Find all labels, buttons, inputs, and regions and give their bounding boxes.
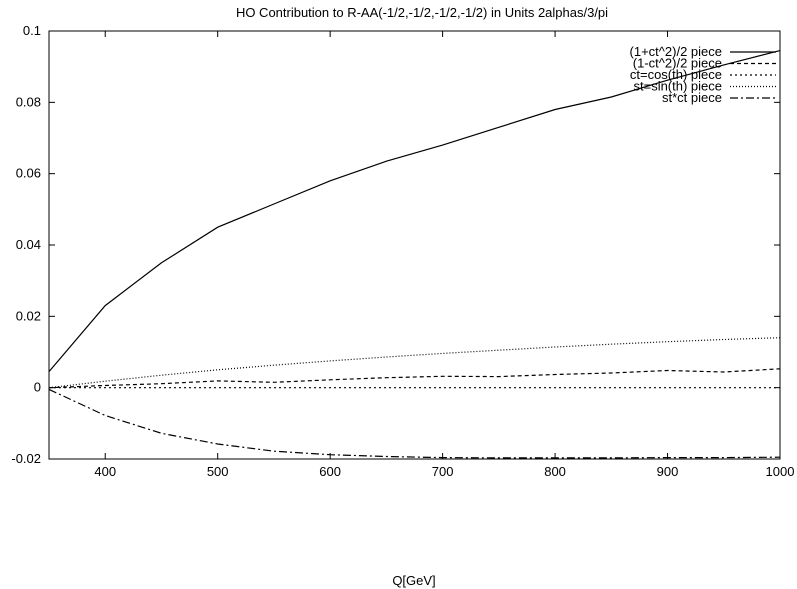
x-tick-label: 600 xyxy=(319,464,341,479)
legend-label: (1-ct^2)/2 piece xyxy=(633,56,722,71)
y-tick-label: 0.04 xyxy=(16,237,41,252)
y-tick-label: 0.02 xyxy=(16,308,41,323)
x-tick-label: 400 xyxy=(94,464,116,479)
series-line-0 xyxy=(48,50,781,372)
y-tick-label: 0 xyxy=(34,380,41,395)
legend-label: st*ct piece xyxy=(662,90,722,105)
legend: (1+ct^2)/2 piece(1-ct^2)/2 piecect=cos(t… xyxy=(630,44,776,105)
y-tick-label: 0.08 xyxy=(16,94,41,109)
series-line-4 xyxy=(48,388,781,459)
axis-ticks: 400 500 600 700 800 900 1000 -0.02 0 0.02 0.04 0.06… xyxy=(11,23,794,479)
y-tick-label: 0.1 xyxy=(23,23,41,38)
x-tick-label: 900 xyxy=(657,464,679,479)
x-tick-label: 700 xyxy=(432,464,454,479)
legend-label: (1+ct^2)/2 piece xyxy=(630,44,722,59)
series-line-1 xyxy=(48,368,781,389)
y-tick-label: 0.06 xyxy=(16,166,41,181)
x-axis-label: Q[GeV] xyxy=(392,573,435,588)
series-lines xyxy=(48,50,781,459)
x-tick-label: 1000 xyxy=(766,464,795,479)
legend-label: st=sin(th) piece xyxy=(633,79,722,94)
legend-label: ct=cos(th) piece xyxy=(630,67,722,82)
chart-title: HO Contribution to R-AA(-1/2,-1/2,-1/2,-… xyxy=(236,5,608,20)
x-tick-label: 500 xyxy=(207,464,229,479)
series-line-3 xyxy=(48,337,781,389)
y-tick-label: -0.02 xyxy=(11,451,41,466)
x-tick-label: 800 xyxy=(544,464,566,479)
